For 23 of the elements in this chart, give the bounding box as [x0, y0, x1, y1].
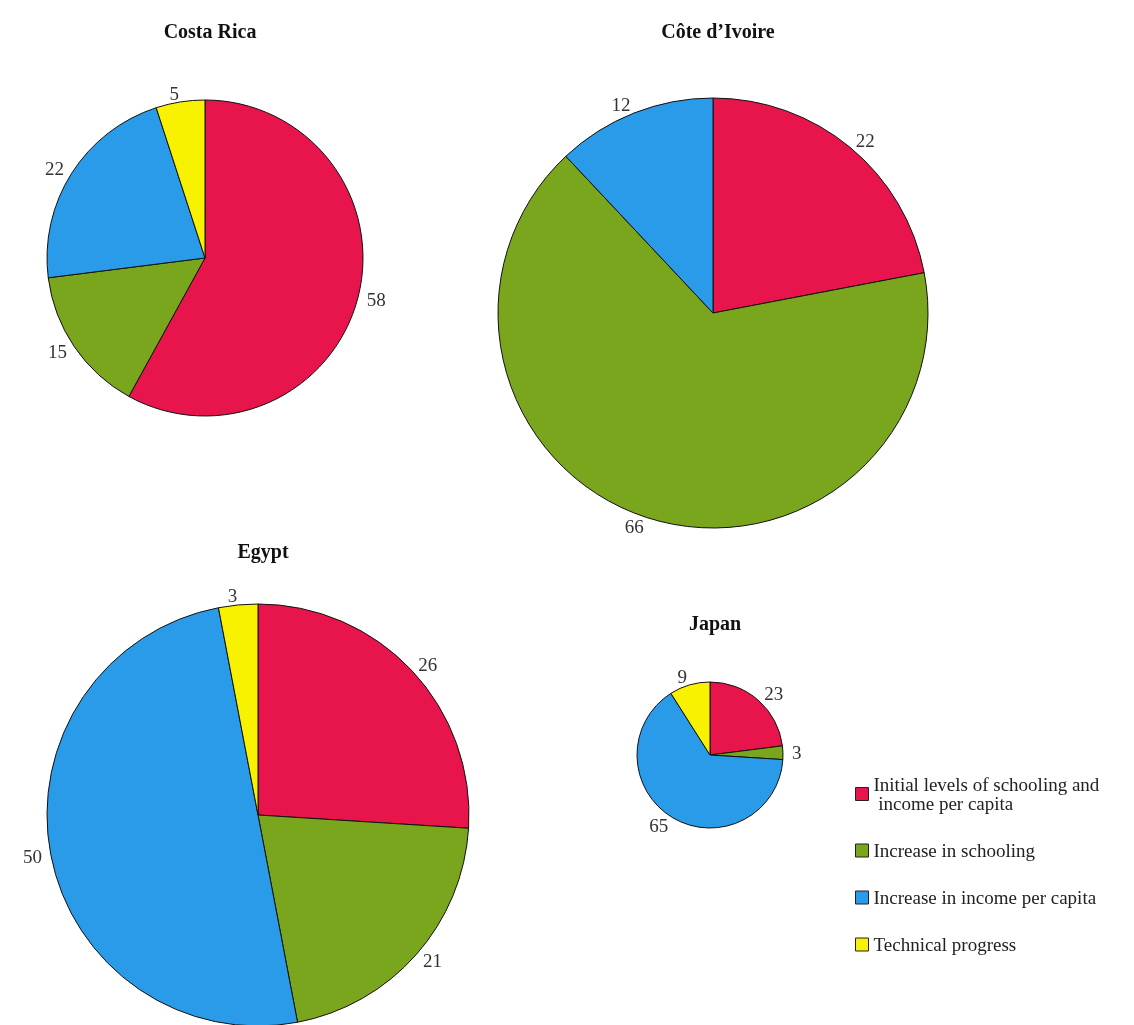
- data-label: 3: [227, 585, 238, 607]
- data-label: 58: [366, 289, 386, 311]
- chart-title: Egypt: [237, 540, 289, 563]
- legend-label: Increase in schooling: [873, 840, 1036, 861]
- chart-title: Japan: [688, 612, 742, 635]
- legend-label: Initial levels of schooling and income per capita: [873, 774, 1100, 814]
- data-label: 22: [45, 158, 64, 180]
- chart-title: Côte d’Ivoire: [661, 20, 775, 42]
- data-label: 66: [624, 515, 644, 537]
- data-label: 12: [611, 94, 631, 116]
- legend-label: Technical progress: [873, 934, 1017, 955]
- data-label: 21: [423, 949, 443, 971]
- data-label: 3: [791, 741, 802, 763]
- data-label: 15: [47, 341, 67, 363]
- chart-title: Costa Rica: [163, 20, 257, 42]
- data-label: 22: [855, 129, 875, 151]
- data-label: 23: [764, 682, 784, 704]
- data-label: 65: [649, 815, 669, 837]
- data-label: 50: [22, 845, 42, 867]
- data-label: 9: [677, 665, 688, 687]
- data-label: 5: [169, 82, 179, 104]
- legend-label: Increase in income per capita: [873, 887, 1097, 908]
- data-label: 26: [418, 653, 438, 675]
